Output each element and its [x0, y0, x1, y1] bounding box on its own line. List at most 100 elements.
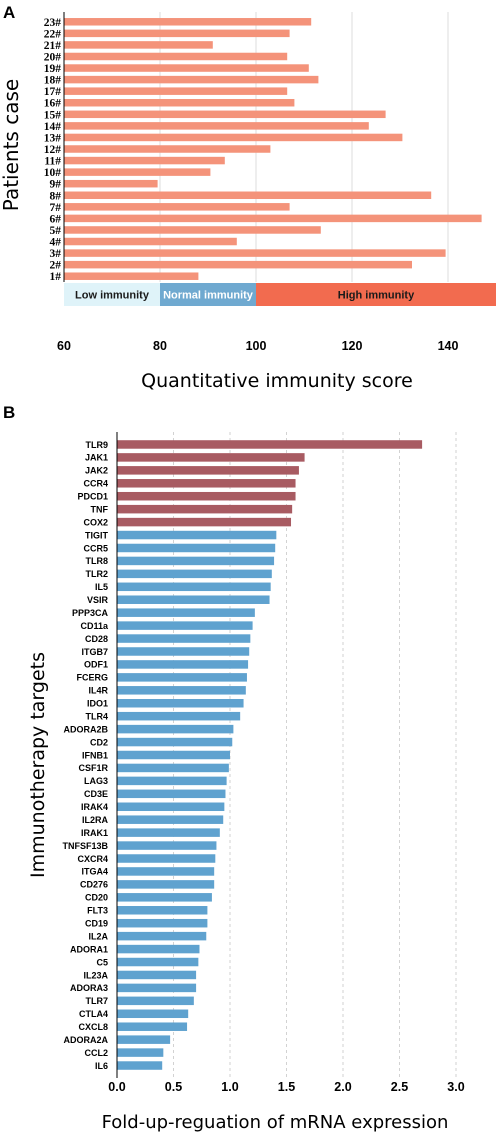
panel-b-bar — [117, 1022, 188, 1031]
panel-b-category-label: CTLA4 — [79, 1009, 108, 1019]
panel-a-bars — [64, 18, 482, 280]
panel-b-category-label: CXCL8 — [78, 1022, 108, 1032]
panel-a-category-label: 7# — [50, 202, 62, 214]
panel-a-bar — [64, 75, 319, 84]
panel-b-category-label: CXCR4 — [77, 854, 108, 864]
panel-a-bar — [64, 41, 213, 49]
panel-b-category-label: ITGB7 — [81, 647, 108, 657]
panel-b-category-label: ODF1 — [84, 660, 108, 670]
panel-a-y-axis-label: Patients case — [0, 79, 23, 211]
panel-b-bar — [117, 983, 197, 993]
panel-b-bar — [117, 880, 215, 889]
panel-a-band-label: Low immunity — [75, 290, 150, 302]
panel-b-category-label: C5 — [96, 957, 108, 967]
panel-b-bar — [117, 724, 234, 734]
panel-a-x-tick-label: 120 — [342, 339, 363, 353]
panel-b-category-label: IRAK1 — [81, 828, 108, 838]
panel-a: A 1#2#3#4#5#6#7#8#9#10#11#12#13#14#15#16… — [0, 3, 496, 392]
panel-b-bar — [117, 737, 233, 747]
panel-a-category-label: 20# — [44, 51, 62, 63]
panel-a-bar — [64, 226, 321, 234]
panel-b-x-tick-label: 2.0 — [334, 1080, 351, 1094]
panel-a-category-label: 1# — [50, 271, 62, 283]
panel-a-x-tick-labels: 60 80 100 120 140 — [57, 339, 458, 353]
panel-a-x-tick-label: 100 — [246, 339, 267, 353]
panel-b-bar — [117, 893, 212, 902]
panel-a-category-label: 12# — [44, 144, 62, 156]
panel-b-bar — [117, 595, 270, 604]
panel-a-bar — [64, 110, 386, 119]
panel-b-category-label: JAK1 — [85, 453, 108, 463]
panel-b-category-label: CCR4 — [83, 479, 108, 489]
panel-b-bar — [117, 1061, 163, 1070]
panel-b-bar — [117, 491, 296, 501]
panel-b-category-label: FCERG — [77, 673, 109, 683]
panel-a-bar — [64, 18, 312, 26]
panel-a-bar — [64, 272, 199, 280]
panel-b-bar — [117, 556, 275, 566]
panel-a-band — [64, 283, 160, 306]
panel-a-category-labels: 1#2#3#4#5#6#7#8#9#10#11#12#13#14#15#16#1… — [44, 17, 62, 283]
panel-a-bar — [64, 52, 288, 61]
panel-b-x-tick-label: 2.5 — [391, 1080, 408, 1094]
panel-b-category-label: TLR2 — [86, 569, 109, 579]
panel-a-x-axis-label: Quantitative immunity score — [141, 370, 413, 392]
panel-b-category-label: COX2 — [83, 517, 108, 527]
panel-a-x-tick-label: 140 — [438, 339, 459, 353]
panel-b-category-label: CD28 — [85, 634, 108, 644]
panel-b-category-label: TIGIT — [85, 530, 108, 540]
panel-b-category-label: CD276 — [80, 880, 108, 890]
panel-a-letter: A — [3, 3, 15, 22]
panel-b-category-label: IRAK4 — [81, 802, 108, 812]
panel-b-category-label: IL2A — [88, 931, 108, 941]
panel-b-bar — [117, 944, 200, 954]
panel-b-category-label: ADORA3 — [70, 983, 108, 993]
panel-b-bar — [117, 582, 271, 592]
panel-b-category-label: CSF1R — [78, 763, 108, 773]
panel-a-category-label: 10# — [44, 167, 62, 179]
panel-a-bar — [64, 203, 290, 211]
panel-a-band — [160, 283, 256, 306]
panel-b-category-label: TLR7 — [86, 996, 109, 1006]
panel-a-category-label: 6# — [50, 213, 62, 225]
panel-a-band-label: Normal immunity — [163, 290, 254, 302]
panel-b-bar — [117, 867, 215, 876]
panel-a-band-label: High immunity — [338, 290, 415, 302]
panel-a-bar — [64, 122, 369, 130]
panel-b-bar — [117, 453, 305, 462]
panel-b-category-label: TNF — [91, 504, 109, 514]
panel-b-bar — [117, 543, 276, 553]
panel-a-category-label: 23# — [44, 17, 62, 29]
panel-b-category-label: ADORA2A — [63, 1035, 108, 1045]
panel-b-bar — [117, 1035, 171, 1044]
panel-b-category-label: JAK2 — [85, 466, 108, 476]
panel-b-category-label: CCL2 — [84, 1048, 108, 1058]
panel-b-category-label: ADORA2B — [63, 724, 108, 734]
panel-b-category-label: ADORA1 — [70, 944, 108, 954]
panel-b-bar — [117, 660, 249, 669]
panel-b-category-label: CD2 — [90, 737, 108, 747]
panel-b-category-labels: TLR9 JAK1 JAK2 CCR4 PDCD1 TNF COX2 TIGIT CCR5 TLR… — [62, 440, 108, 1071]
panel-b-category-label: CD20 — [85, 893, 108, 903]
panel-a-category-label: 21# — [44, 40, 62, 52]
panel-b-bar — [117, 750, 230, 760]
panel-a-x-tick-label: 80 — [153, 339, 167, 353]
panel-b-category-label: CD3E — [84, 789, 108, 799]
panel-b-x-tick-labels: 0.0 0.5 1.0 1.5 2.0 2.5 3.0 — [108, 1080, 464, 1094]
panel-a-bar — [64, 133, 403, 142]
panel-b-category-label: IL2RA — [82, 815, 109, 825]
panel-b-bar — [117, 634, 251, 643]
panel-b-x-tick-label: 0.5 — [165, 1080, 182, 1094]
panel-a-band — [256, 283, 496, 306]
panel-b-category-label: TNFSF13B — [62, 841, 108, 851]
panel-a-category-label: 13# — [44, 132, 62, 144]
panel-a-category-label: 5# — [50, 225, 62, 237]
panel-b-bar — [117, 673, 247, 682]
panel-b-bar — [117, 647, 250, 656]
panel-b-bar — [117, 1009, 189, 1019]
panel-a-bar — [64, 260, 412, 269]
panel-a-immunity-bands: Low immunity Normal immunity High immunity — [64, 283, 496, 306]
panel-b-bar — [117, 466, 299, 475]
panel-b-bar — [117, 711, 241, 721]
panel-b-bar — [117, 957, 199, 967]
